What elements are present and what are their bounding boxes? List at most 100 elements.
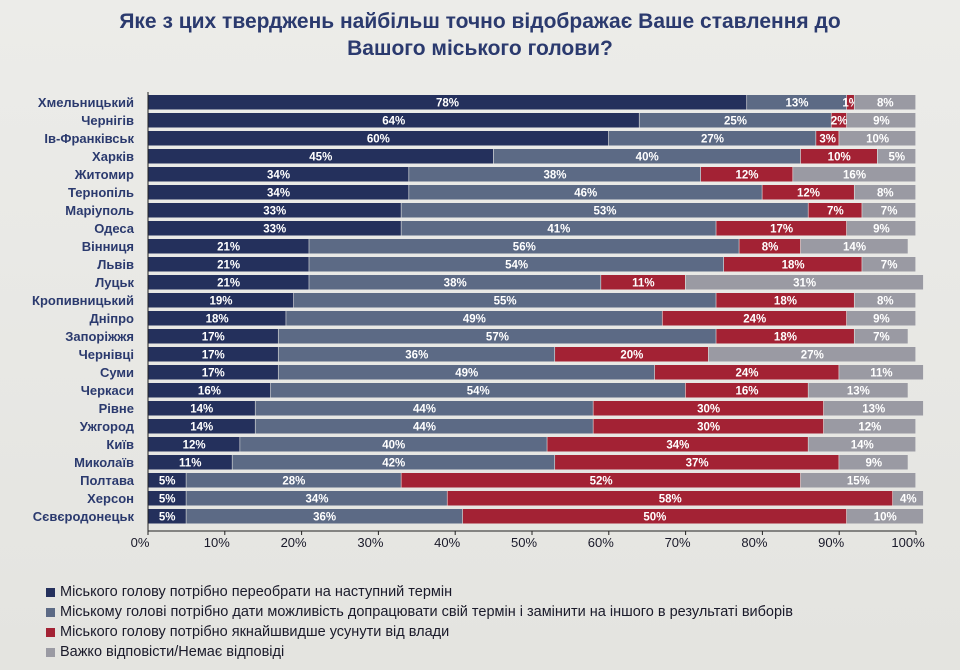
data-label: 57% xyxy=(486,332,509,344)
data-label: 9% xyxy=(873,314,890,326)
chart-title-line-1: Яке з цих тверджень найбільш точно відоб… xyxy=(119,10,841,33)
data-label: 8% xyxy=(762,242,779,254)
bar-segment xyxy=(854,185,916,200)
bar-segment xyxy=(601,275,685,290)
bar-segment xyxy=(278,347,555,362)
bar-segment xyxy=(309,257,724,272)
data-label: 8% xyxy=(877,98,894,110)
category-label: Житомир xyxy=(74,167,134,182)
legend-swatch xyxy=(46,627,55,637)
category-label: Чернігів xyxy=(81,113,134,128)
category-label: Херсон xyxy=(87,491,134,506)
data-label: 78% xyxy=(436,98,459,110)
bar-segment xyxy=(278,329,716,344)
data-label: 44% xyxy=(413,422,436,434)
legend-item: Міському голові потрібно дати можливість… xyxy=(46,602,946,622)
category-label: Харків xyxy=(92,149,134,164)
bar-segment xyxy=(808,203,862,218)
bar-segment xyxy=(716,329,854,344)
legend-label: Міського голову потрібно якнайшвидше усу… xyxy=(60,624,450,640)
data-label: 12% xyxy=(736,170,759,182)
data-label: 30% xyxy=(697,404,720,416)
category-label: Кропивницький xyxy=(32,293,134,308)
x-tick-label: 20% xyxy=(281,535,307,550)
bar-segment xyxy=(493,149,801,164)
bar-segment xyxy=(846,509,924,524)
bar-segment xyxy=(547,437,808,452)
data-label: 11% xyxy=(632,278,654,290)
data-label: 53% xyxy=(593,206,616,218)
chart-title-line-2: Вашого міського голови? xyxy=(347,37,613,60)
bar-segment xyxy=(716,221,847,236)
data-label: 5% xyxy=(888,152,905,164)
data-label: 17% xyxy=(202,332,225,344)
data-label: 7% xyxy=(827,206,844,218)
bar-segment xyxy=(255,419,593,434)
data-label: 11% xyxy=(179,458,201,470)
data-label: 21% xyxy=(217,260,240,272)
bar-segment xyxy=(148,437,240,452)
data-label: 13% xyxy=(847,386,870,398)
bar-segment xyxy=(270,383,685,398)
bar-segment xyxy=(555,347,709,362)
data-label: 52% xyxy=(590,476,613,488)
data-label: 19% xyxy=(209,296,232,308)
legend-item: Міського голову потрібно якнайшвидше усу… xyxy=(46,622,946,642)
bar-segment xyxy=(823,419,916,434)
bar-segment xyxy=(148,401,255,416)
data-label: 7% xyxy=(873,332,890,344)
data-label: 17% xyxy=(202,350,225,362)
bar-segment xyxy=(148,185,409,200)
category-label: Чернівці xyxy=(79,347,134,362)
data-label: 40% xyxy=(636,152,659,164)
category-label: Черкаси xyxy=(81,383,134,398)
data-label: 9% xyxy=(873,224,890,236)
bar-segment xyxy=(148,275,309,290)
data-label: 12% xyxy=(858,422,881,434)
bar-segment xyxy=(148,167,409,182)
bar-segment xyxy=(708,347,916,362)
x-tick-label: 60% xyxy=(588,535,614,550)
x-tick-label: 50% xyxy=(511,535,537,550)
bar-segment xyxy=(839,455,908,470)
data-label: 13% xyxy=(862,404,885,416)
bar-segment xyxy=(846,95,854,110)
x-tick-label: 90% xyxy=(818,535,844,550)
bar-segment xyxy=(148,329,278,344)
bar-segment xyxy=(555,455,839,470)
data-label: 34% xyxy=(267,170,290,182)
x-tick-label: 10% xyxy=(204,535,230,550)
data-label: 27% xyxy=(701,134,724,146)
bar-segment xyxy=(401,473,801,488)
bar-segment xyxy=(148,293,294,308)
data-label: 8% xyxy=(877,296,894,308)
data-label: 7% xyxy=(881,206,898,218)
bar-segment xyxy=(892,491,924,506)
bar-segment xyxy=(148,419,255,434)
bar-segment xyxy=(877,149,916,164)
bar-segment xyxy=(148,203,401,218)
bar-segment xyxy=(148,347,278,362)
x-tick-label: 0% xyxy=(131,535,150,550)
category-label: Київ xyxy=(106,437,134,452)
bar-segment xyxy=(447,491,893,506)
category-label: Суми xyxy=(100,365,134,380)
data-label: 17% xyxy=(202,368,225,380)
bar-segment xyxy=(831,113,847,128)
data-label: 54% xyxy=(467,386,490,398)
data-label: 27% xyxy=(801,350,824,362)
bar-segment xyxy=(793,167,916,182)
data-label: 24% xyxy=(736,368,759,380)
category-label: Одеса xyxy=(94,221,134,236)
category-label: Сєвєродонецьк xyxy=(33,509,135,524)
data-label: 38% xyxy=(444,278,467,290)
bar-segment xyxy=(846,221,916,236)
bar-segment xyxy=(854,95,916,110)
category-label: Ів-Франківськ xyxy=(44,131,134,146)
data-label: 28% xyxy=(282,476,305,488)
bar-segment xyxy=(148,131,609,146)
category-label: Рівне xyxy=(99,401,134,416)
data-label: 50% xyxy=(643,512,666,524)
bar-segment xyxy=(800,239,908,254)
data-label: 10% xyxy=(828,152,851,164)
